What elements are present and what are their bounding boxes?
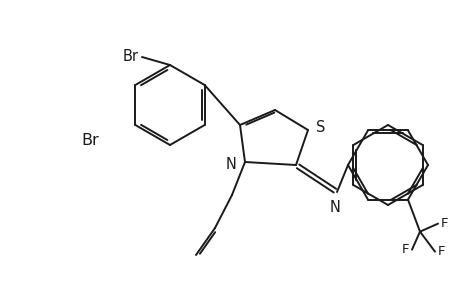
Text: Br: Br [81, 133, 99, 148]
Text: Br: Br [123, 49, 139, 64]
Text: F: F [440, 217, 448, 230]
Text: N: N [329, 200, 340, 215]
Text: F: F [437, 245, 444, 258]
Text: N: N [226, 157, 236, 172]
Text: S: S [315, 119, 325, 134]
Text: F: F [401, 243, 408, 256]
